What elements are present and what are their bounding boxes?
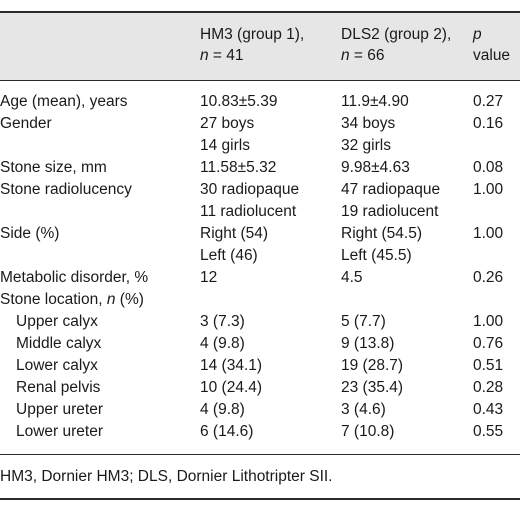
top-rule (0, 11, 520, 13)
table-footnote: HM3, Dornier HM3; DLS, Dornier Lithotrip… (0, 468, 333, 485)
header-p-value: p value (473, 26, 511, 64)
bottom-rule (0, 454, 520, 455)
header-rule (0, 80, 520, 81)
header-hm3: HM3 (group 1), n = 41 (200, 26, 305, 64)
stone-location-label: Stone location, n (%) (0, 291, 144, 308)
end-rule (0, 498, 520, 500)
header-dls2: DLS2 (group 2), n = 66 (341, 26, 452, 64)
header-band (0, 13, 520, 80)
